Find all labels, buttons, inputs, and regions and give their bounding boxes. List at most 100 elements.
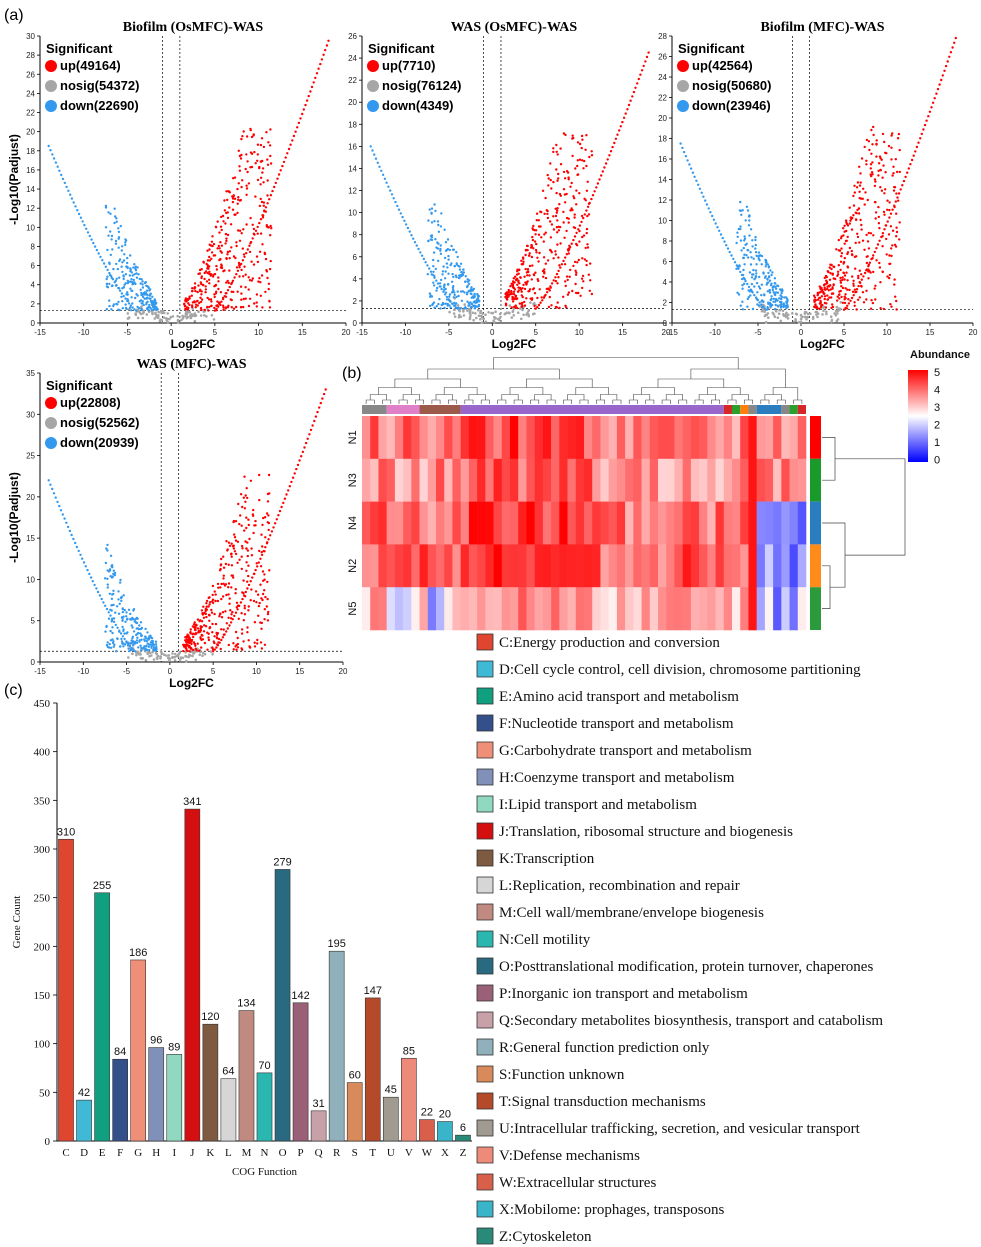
bar-y-tick-label: 350 <box>34 795 51 807</box>
y-tick-label: 22 <box>348 76 357 85</box>
y-tick-label: 20 <box>26 128 35 137</box>
legend-swatch <box>367 60 379 72</box>
volcano-legend: Significant up(22808) nosig(52562) down(209… <box>45 378 139 450</box>
legend-down: down(23946) <box>692 98 771 113</box>
bar-y-tick-label: 300 <box>34 844 51 856</box>
volcano-points <box>47 39 330 324</box>
x-tick-label: -10 <box>709 328 721 337</box>
bar-value-label: 310 <box>57 826 75 838</box>
cog-legend-item: E:Amino acid transport and metabolism <box>499 689 739 705</box>
legend-up: up(42564) <box>692 58 753 73</box>
volcano-legend: Significant up(42564) nosig(50680) down(239… <box>677 41 771 113</box>
bar-E <box>94 892 110 1142</box>
volcano-title: WAS (OsMFC)-WAS <box>451 20 578 35</box>
abundance-tick: 4 <box>934 385 940 397</box>
bar-L <box>220 1078 237 1142</box>
bar-N <box>256 1072 273 1142</box>
bar-U <box>382 1096 399 1142</box>
bar-category-label: W <box>422 1147 433 1159</box>
abundance-legend-title: Abundance <box>910 349 970 361</box>
bar-category-label: X <box>441 1147 449 1159</box>
volcano-title: Biofilm (OsMFC)-WAS <box>123 20 264 35</box>
heatmap-row-label: N2 <box>347 559 359 573</box>
bar-y-tick-label: 100 <box>34 1039 51 1051</box>
bar-value-label: 186 <box>129 947 147 959</box>
bar-category-label: S <box>352 1147 358 1159</box>
bar-category-label: P <box>298 1147 304 1159</box>
y-tick-label: 28 <box>658 32 667 41</box>
cog-legend-swatch <box>476 903 494 921</box>
cog-legend-item: O:Posttranslational modification, protei… <box>499 959 873 975</box>
legend-title: Significant <box>368 41 435 56</box>
legend-swatch <box>45 417 57 429</box>
y-tick-label: 6 <box>353 253 358 262</box>
cog-legend-swatch <box>476 849 494 867</box>
cog-legend-item: T:Signal transduction mechanisms <box>499 1094 706 1110</box>
x-tick-label: 5 <box>533 328 538 337</box>
x-tick-label: -15 <box>666 328 678 337</box>
cog-legend-item: G:Carbohydrate transport and metabolism <box>499 743 752 759</box>
bar-value-label: 85 <box>403 1045 415 1057</box>
cog-legend-swatch <box>476 1146 494 1164</box>
cog-legend-swatch <box>476 984 494 1002</box>
x-tick-label: -10 <box>78 667 90 676</box>
bar-M <box>238 1010 255 1142</box>
cog-legend-swatch <box>476 957 494 975</box>
cog-legend-swatch <box>476 876 494 894</box>
heatmap-cells <box>362 416 807 631</box>
column-group-bar <box>781 405 790 414</box>
y-tick-label: 26 <box>348 32 357 41</box>
panel-label-c: (c) <box>4 682 23 699</box>
y-tick-label: 12 <box>348 187 357 196</box>
x-tick-label: 15 <box>926 328 935 337</box>
legend-swatch <box>367 100 379 112</box>
y-tick-label: 10 <box>348 209 357 218</box>
bar-category-label: G <box>134 1147 142 1159</box>
y-tick-label: 2 <box>663 299 668 308</box>
x-tick-label: 0 <box>169 328 174 337</box>
bar-R <box>328 950 345 1142</box>
y-tick-label: 4 <box>31 281 36 290</box>
bar-category-label: I <box>172 1147 176 1159</box>
abundance-tick: 2 <box>934 420 940 432</box>
column-group-bar <box>732 405 741 414</box>
legend-swatch <box>367 80 379 92</box>
volcano-legend: Significant up(7710) nosig(76124) down(4349… <box>367 41 461 113</box>
cog-legend-swatch <box>476 741 494 759</box>
legend-title: Significant <box>678 41 745 56</box>
cog-legend-swatch <box>476 1011 494 1029</box>
cog-legend-swatch <box>476 1173 494 1191</box>
bar-value-label: 84 <box>114 1046 126 1058</box>
bar-Q <box>310 1110 327 1142</box>
x-axis-label: Log2FC <box>169 676 214 690</box>
bar-value-label: 45 <box>385 1084 397 1096</box>
cog-legend: C:Energy production and conversion D:Cell… <box>476 633 883 1245</box>
cog-legend-swatch <box>476 822 494 840</box>
heatmap-row-label: N4 <box>347 516 359 530</box>
heatmap-panel: N1 N3 N4 N2 N5 Abundance 5 4 3 2 1 0 <box>347 349 970 631</box>
y-tick-label: 2 <box>31 300 36 309</box>
row-dendrogram <box>822 437 906 609</box>
cog-legend-swatch <box>476 930 494 948</box>
x-tick-label: 0 <box>490 328 495 337</box>
abundance-tick: 5 <box>934 367 940 379</box>
bar-value-label: 142 <box>291 990 309 1002</box>
bar-value-label: 20 <box>439 1109 451 1121</box>
volcano-plot-1: Biofilm (OsMFC)-WAS024681012141618202224… <box>7 20 351 351</box>
y-tick-label: 10 <box>26 223 35 232</box>
x-tick-label: 5 <box>842 328 847 337</box>
y-tick-label: 30 <box>26 32 35 41</box>
y-tick-label: 30 <box>26 410 35 419</box>
x-tick-label: 10 <box>252 667 261 676</box>
x-axis-label: Log2FC <box>800 337 845 351</box>
volcano-points <box>679 36 957 324</box>
x-tick-label: 15 <box>618 328 627 337</box>
bar-y-axis-label: Gene Count <box>11 896 23 949</box>
x-tick-label: 15 <box>298 328 307 337</box>
x-axis-label: Log2FC <box>492 337 537 351</box>
cog-legend-item: U:Intracellular trafficking, secretion, … <box>499 1121 861 1137</box>
cog-legend-item: L:Replication, recombination and repair <box>499 878 740 894</box>
legend-up: up(7710) <box>382 58 435 73</box>
bar-O <box>274 869 291 1142</box>
y-tick-label: 22 <box>658 94 667 103</box>
